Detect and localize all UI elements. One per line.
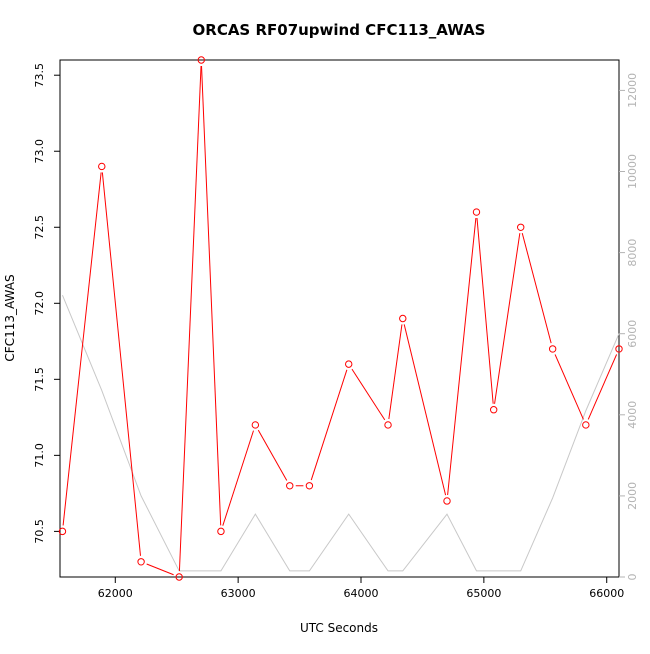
y2-tick-label: 0 <box>626 574 639 581</box>
y-tick-label: 70.5 <box>33 519 46 544</box>
y-tick-label: 72.0 <box>33 291 46 316</box>
x-axis: 62000 63000 64000 65000 66000 <box>98 577 624 600</box>
y2-tick-label: 2000 <box>626 482 639 510</box>
series-line-segment <box>257 429 288 481</box>
data-point <box>251 421 260 429</box>
x-tick-label: 66000 <box>589 587 624 600</box>
series-line-segment <box>494 233 521 404</box>
data-point <box>399 314 407 323</box>
y-tick-label: 71.0 <box>33 443 46 468</box>
data-point <box>615 345 623 353</box>
x-tick-label: 63000 <box>221 587 256 600</box>
series-line-segment <box>146 563 174 576</box>
y-tick-label: 72.5 <box>33 215 46 240</box>
y2-tick-label: 10000 <box>626 154 639 189</box>
data-point <box>197 56 205 64</box>
chart-title: ORCAS RF07upwind CFC113_AWAS <box>193 21 486 39</box>
y2-tick-label: 12000 <box>626 73 639 108</box>
series-line-segment <box>587 354 618 420</box>
series-line-segment <box>101 172 141 556</box>
data-point <box>58 527 67 536</box>
y2-tick-label: 8000 <box>626 239 639 267</box>
x-tick-label: 65000 <box>466 587 501 600</box>
data-point <box>217 527 225 536</box>
y2-tick-label: 6000 <box>626 320 639 348</box>
series-line-segment <box>62 172 102 526</box>
secondary-y-axis: 0 2000 4000 6000 8000 10000 12000 <box>619 73 639 581</box>
x-tick-label: 64000 <box>344 587 379 600</box>
y-tick-label: 73.5 <box>33 63 46 88</box>
data-point <box>443 497 451 505</box>
data-point <box>582 421 590 429</box>
plot-frame <box>59 59 620 578</box>
data-point <box>98 162 106 171</box>
series-line-segment <box>310 369 348 481</box>
y-axis-label: CFC113_AWAS <box>3 274 17 361</box>
series-line-segment <box>178 65 202 572</box>
series-line-segment <box>521 232 552 344</box>
data-point <box>517 223 525 231</box>
series-layer <box>58 56 623 581</box>
y-tick-label: 73.0 <box>33 139 46 164</box>
series-line-segment <box>388 324 403 420</box>
series-line-segment <box>447 217 477 496</box>
data-point <box>305 482 314 490</box>
data-point <box>286 482 294 490</box>
data-point <box>137 558 145 566</box>
data-point <box>472 208 481 216</box>
series-line-segment <box>554 354 584 420</box>
data-point <box>175 573 183 581</box>
data-point <box>489 406 498 414</box>
x-tick-label: 62000 <box>98 587 133 600</box>
x-axis-label: UTC Seconds <box>300 621 378 635</box>
series-line-segment <box>222 430 254 526</box>
series-line-segment <box>476 217 494 404</box>
series-line-segment <box>351 368 386 421</box>
y-tick-label: 71.5 <box>33 367 46 392</box>
series-line-segment <box>201 65 222 526</box>
y2-tick-label: 4000 <box>626 401 639 429</box>
data-point <box>548 345 557 353</box>
data-point <box>345 360 353 368</box>
data-point <box>384 421 392 429</box>
series-line-segment <box>403 324 447 496</box>
y-axis: 70.5 71.0 71.5 72.0 72.5 73.0 73.5 <box>33 63 60 544</box>
